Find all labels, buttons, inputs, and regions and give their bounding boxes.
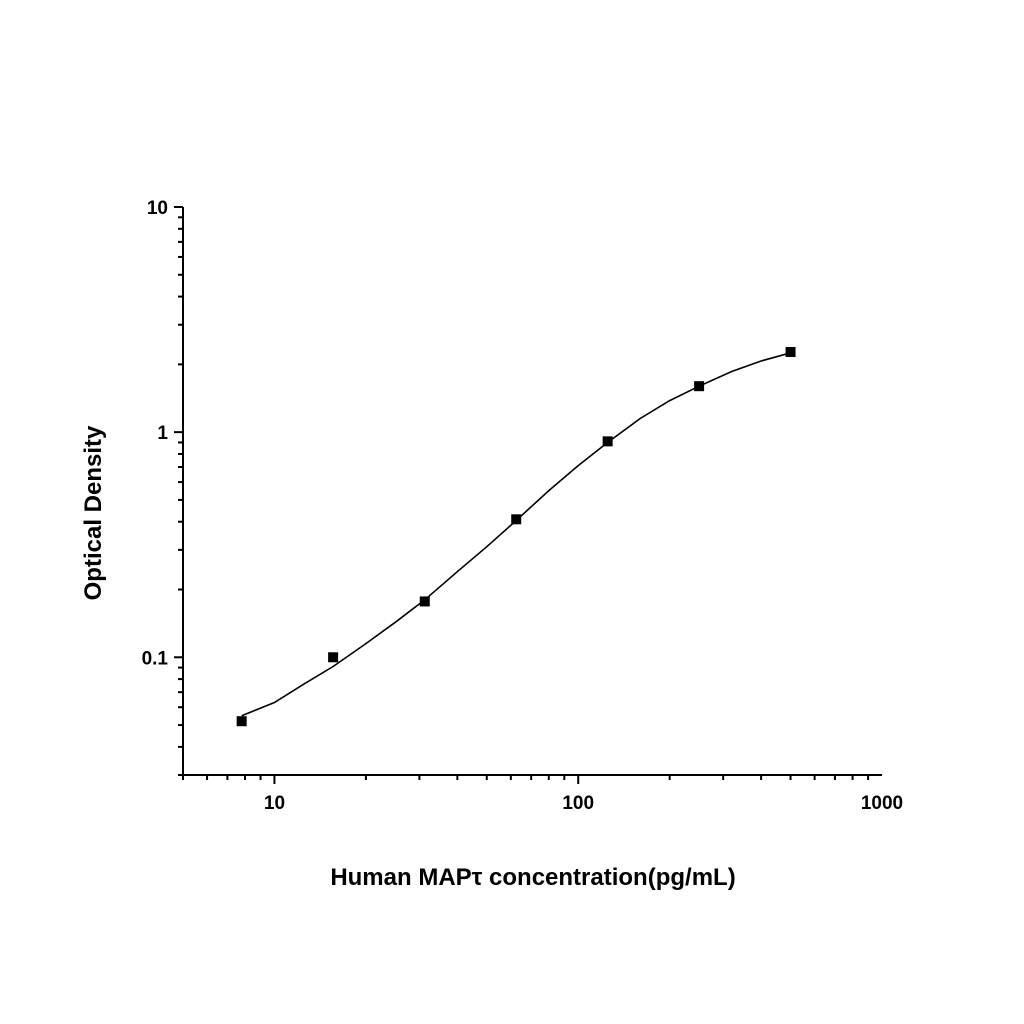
y-tick-label: 0.1	[142, 648, 169, 669]
data-point	[602, 436, 613, 447]
plot-area	[236, 346, 796, 727]
axes: 10 100 1000 0.1 1 10	[142, 198, 904, 814]
data-point	[419, 596, 430, 607]
x-tick-label: 10	[264, 793, 285, 814]
data-point	[694, 381, 705, 392]
data-point	[328, 652, 339, 663]
x-tick-label: 1000	[861, 793, 903, 814]
x-axis-title: Human MAPτ concentration(pg/mL)	[330, 864, 735, 891]
x-tick-label: 100	[562, 793, 594, 814]
data-point	[236, 716, 247, 727]
y-tick-label: 10	[147, 198, 168, 219]
data-point	[511, 514, 522, 525]
fitted-curve	[241, 352, 791, 717]
y-axis-title: Optical Density	[80, 425, 107, 600]
y-tick-label: 1	[157, 423, 168, 444]
data-point	[785, 346, 796, 357]
